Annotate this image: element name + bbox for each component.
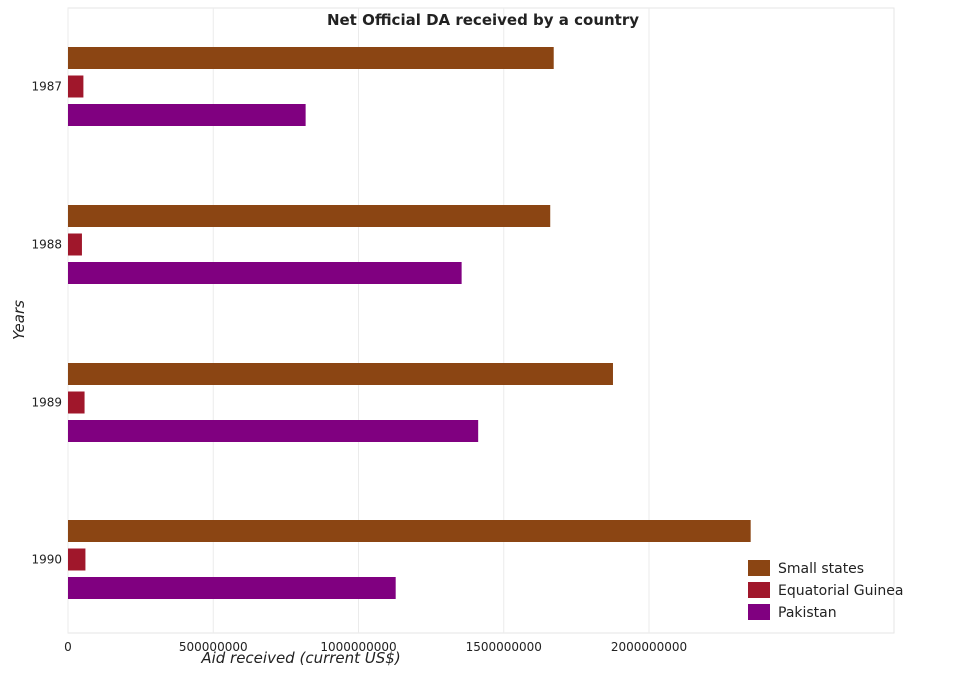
bar-equatorial-guinea-1989 <box>68 391 85 414</box>
bar-equatorial-guinea-1988 <box>68 233 82 256</box>
x-tick-label: 2000000000 <box>611 640 687 654</box>
bar-equatorial-guinea-1990 <box>68 548 86 571</box>
bar-small-states-1988 <box>68 205 551 227</box>
x-tick-label: 1500000000 <box>466 640 542 654</box>
legend-label: Pakistan <box>778 605 837 621</box>
bar-small-states-1987 <box>68 47 554 69</box>
x-tick-labels: 0 500000000 1000000000 1500000000 2000000000 <box>64 640 687 654</box>
y-tick-label: 1989 <box>31 396 62 410</box>
y-tick-label: 1990 <box>31 553 62 567</box>
x-tick-label: 1000000000 <box>320 640 396 654</box>
legend-swatch <box>748 560 770 576</box>
bars <box>68 47 751 599</box>
x-tick-label: 0 <box>64 640 72 654</box>
bar-pakistan-1989 <box>68 420 479 442</box>
bar-small-states-1990 <box>68 520 751 542</box>
legend-label: Small states <box>778 561 864 577</box>
bar-equatorial-guinea-1987 <box>68 75 84 98</box>
x-axis-label: Aid received (current US$) <box>200 649 400 667</box>
y-tick-labels: 1987 1988 1989 1990 <box>31 80 62 567</box>
bar-small-states-1989 <box>68 363 613 385</box>
legend-swatch <box>748 582 770 598</box>
y-axis-label: Years <box>10 300 28 340</box>
y-tick-label: 1988 <box>31 238 62 252</box>
bar-pakistan-1988 <box>68 262 462 284</box>
legend-swatch <box>748 604 770 620</box>
y-tick-label: 1987 <box>31 80 62 94</box>
bar-pakistan-1987 <box>68 104 306 126</box>
bar-pakistan-1990 <box>68 577 396 599</box>
legend: Small states Equatorial Guinea Pakistan <box>748 560 903 621</box>
legend-label: Equatorial Guinea <box>778 583 903 599</box>
x-tick-label: 500000000 <box>179 640 248 654</box>
chart-title: Net Official DA received by a country <box>327 11 639 29</box>
